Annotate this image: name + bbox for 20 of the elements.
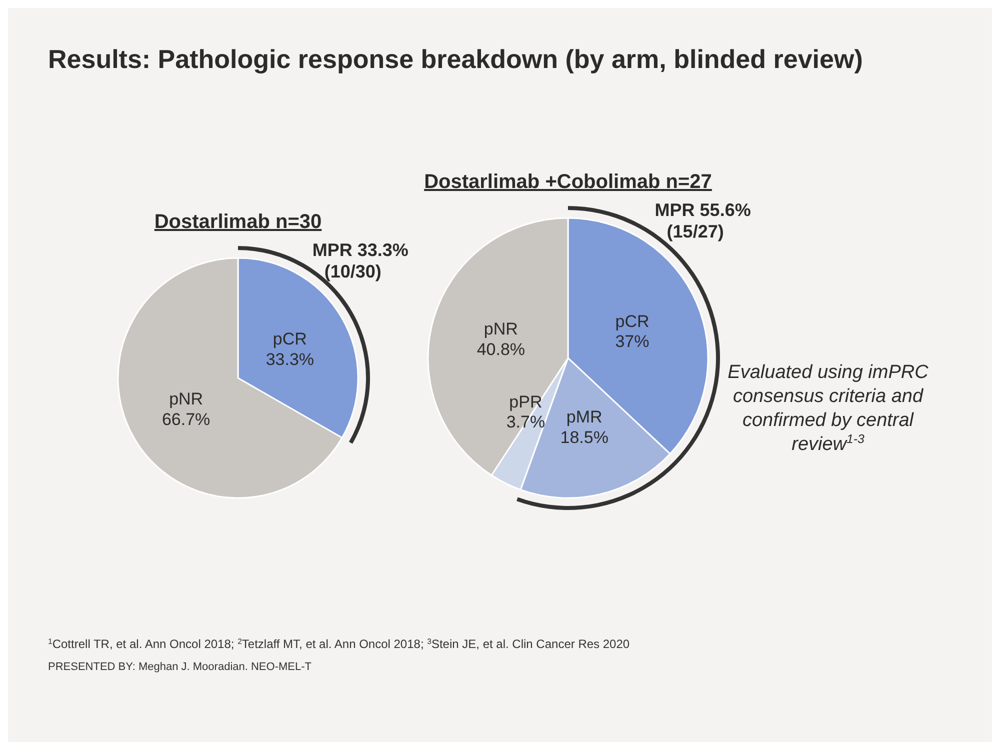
slice-label: pNR [484,320,518,339]
chart-title: Dostarlimab n=30 [154,211,322,233]
slice-label: pMR [566,408,602,427]
data-label: 37% [615,332,650,352]
data-label: 40.8% [476,340,526,360]
slice-label: pCR [272,330,307,349]
slice-label: pPR [509,392,542,412]
text: MPR 33.3% (10/30) [312,240,408,282]
text: MPR 55.6% (15/27) [654,200,751,242]
data-label: 18.5% [560,428,608,448]
text: $^{1}$Cottrell TR, et al. Ann Oncol 2018; $^{2}$Tetzlaff MT, et al. Ann Oncol 2018; $^{3}$Stein JE, et al. Clin Cancer Res 2020 [48,636,630,651]
data-label: 66.7% [162,410,210,430]
data-label: 33.3% [266,350,314,369]
text: PRESENTED BY: Meghan J. Mooradian. NEO-MEL-T [48,661,312,673]
data-label: 3.7% [506,412,546,432]
text: Evaluated using imPRC consensus criteria and confirmed by central review$^{1-3}$ [728,362,929,455]
text: Results: Pathologic response breakdown (by arm, blinded review) [48,44,863,74]
slice-label: pNR [169,390,204,409]
chart-title: Dostarlimab +Cobolimab n=27 [424,171,712,193]
slice-label: pCR [615,312,650,331]
